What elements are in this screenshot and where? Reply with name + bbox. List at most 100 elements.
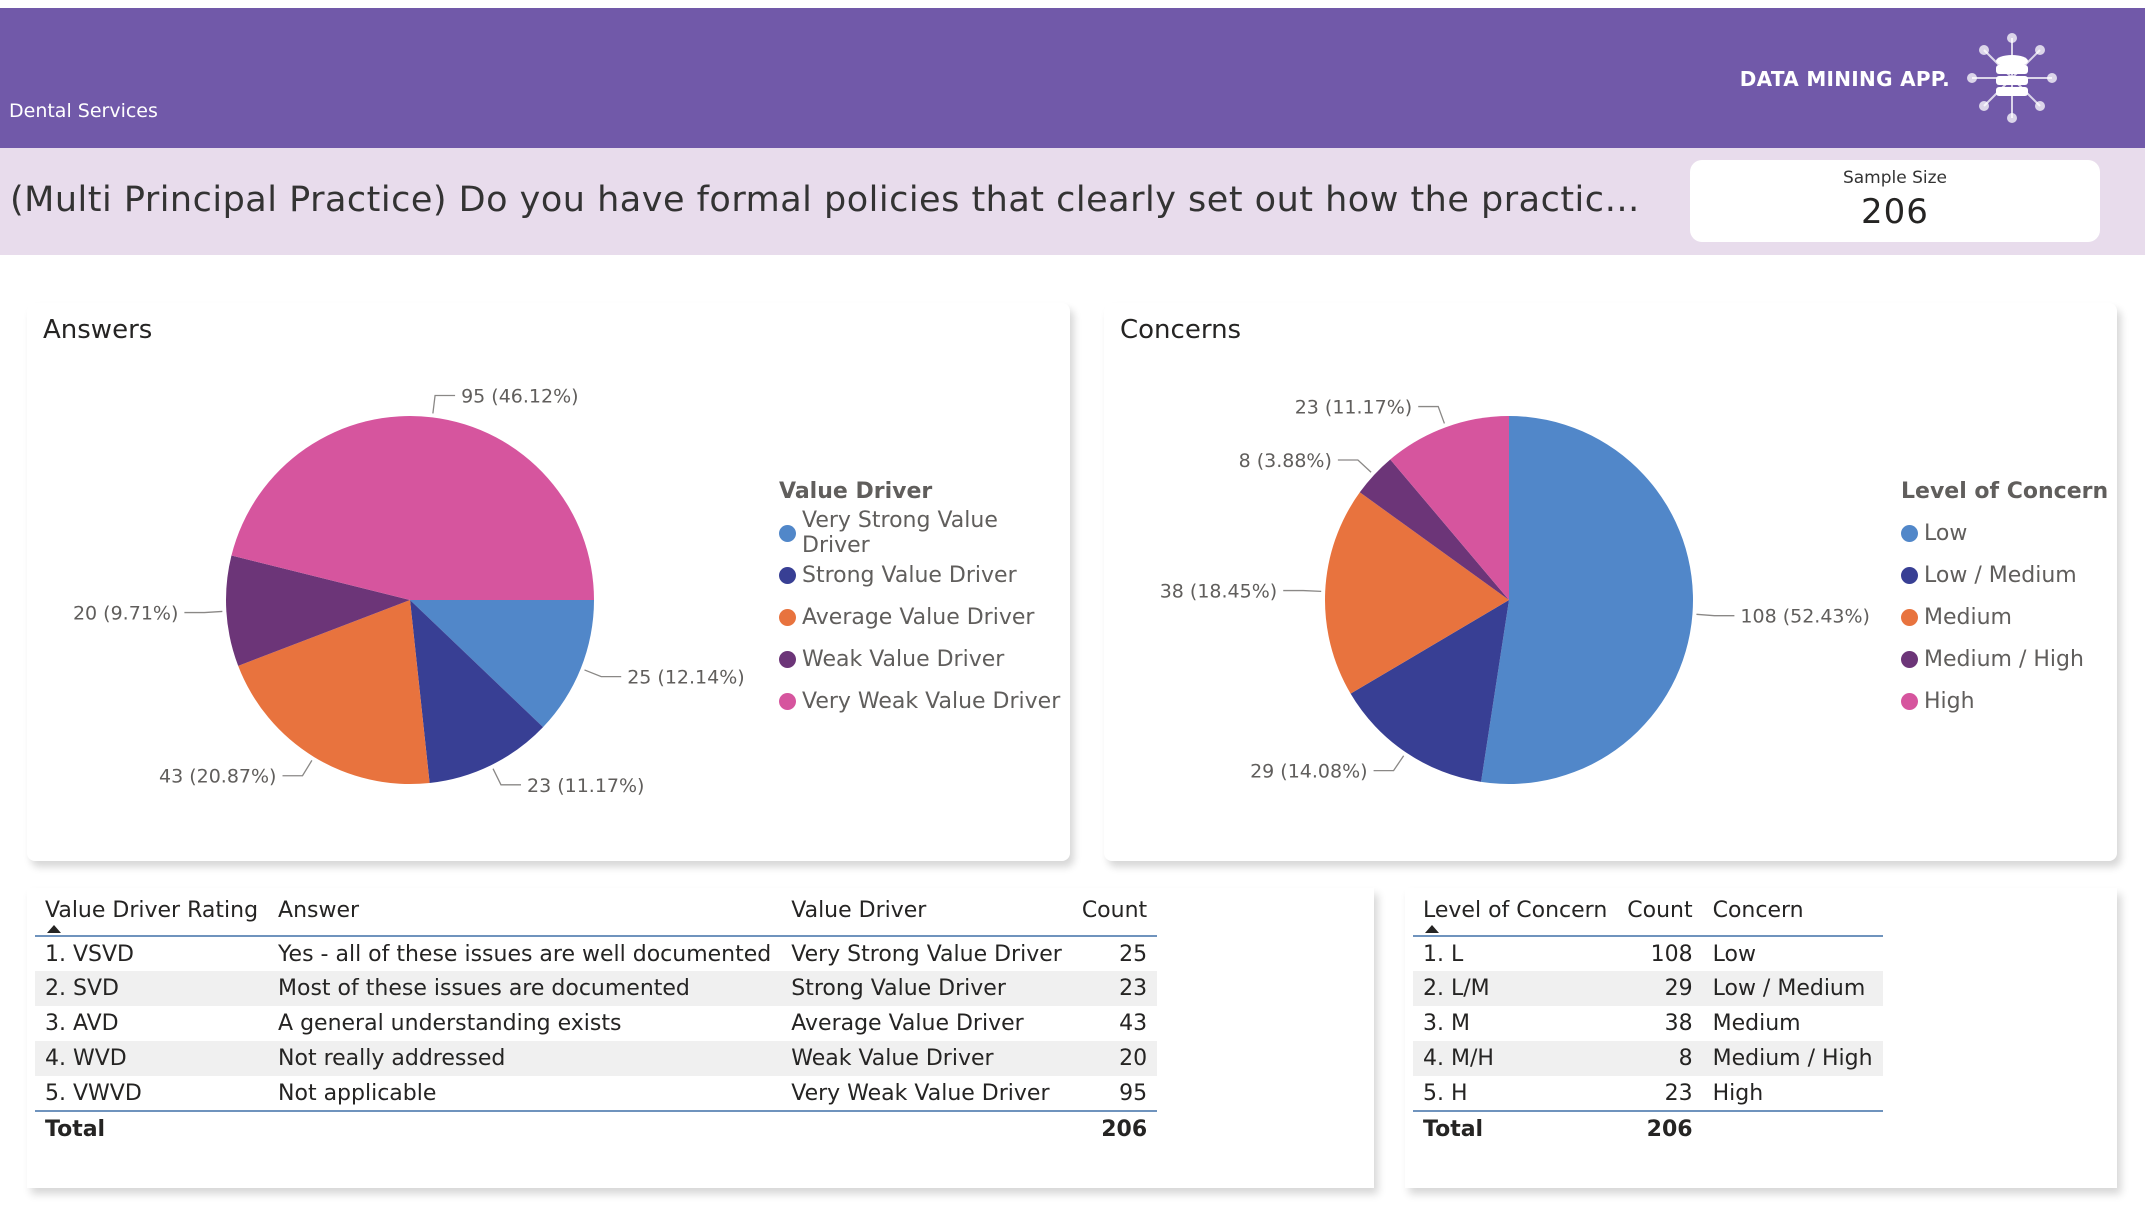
leader-line <box>184 610 223 614</box>
table-row[interactable]: 1. VSVD Yes - all of these issues are wel… <box>35 936 1157 971</box>
column-header-answer[interactable]: Answer <box>278 898 360 923</box>
column-header-count[interactable]: Count <box>1081 898 1148 923</box>
sample-size-card: Sample Size 206 <box>1690 160 2100 242</box>
header-bar <box>0 8 2145 148</box>
table-cell: 23 <box>1664 1080 1693 1106</box>
answers-chart-card[interactable]: Answers 25 (12.14%) 23 (11.17%) 43 (20.87%… <box>27 303 1070 861</box>
table-total-row: Total 206 <box>1413 1111 1883 1146</box>
leader-line <box>1337 459 1372 473</box>
table-cell <box>1703 1111 1883 1146</box>
legend-item-very-weak-value-driver[interactable]: Very Weak Value Driver <box>779 680 1070 722</box>
pie-slice-low[interactable] <box>1481 416 1693 784</box>
table-cell <box>268 1111 781 1146</box>
answers-chart-title: Answers <box>43 315 153 345</box>
table-cell: 23 <box>1119 976 1148 1001</box>
table-cell: Strong Value Driver <box>791 976 1006 1001</box>
leader-line <box>282 760 313 777</box>
legend-label: Average Value Driver <box>802 604 1035 630</box>
answers-legend: Value Driver Very Strong Value Driver Str… <box>779 479 1070 722</box>
legend-item-low-medium[interactable]: Low / Medium <box>1901 554 2108 596</box>
legend-item-weak-value-driver[interactable]: Weak Value Driver <box>779 638 1070 680</box>
pie-slice-weak-value-driver[interactable] <box>226 555 410 666</box>
data-label-low-medium: 29 (14.08%) <box>1250 761 1368 783</box>
table-cell: 5. VWVD <box>45 1080 142 1106</box>
pie-slice-strong-value-driver[interactable] <box>410 600 544 783</box>
data-label-very-strong-value-driver: 25 (12.14%) <box>627 667 745 689</box>
pie-slice-medium-high[interactable] <box>1359 459 1509 600</box>
leader-line <box>1418 405 1446 424</box>
legend-label: Very Weak Value Driver <box>802 688 1061 714</box>
legend-item-strong-value-driver[interactable]: Strong Value Driver <box>779 554 1070 596</box>
pie-slice-low-medium[interactable] <box>1350 600 1509 782</box>
leader-line <box>1283 589 1322 593</box>
table-cell: 38 <box>1664 1011 1693 1036</box>
section-name: Dental Services <box>9 100 158 122</box>
legend-dot-icon <box>1901 524 1918 542</box>
sort-ascending-icon[interactable] <box>1425 925 1439 933</box>
table-cell: 8 <box>1678 1046 1693 1071</box>
data-label-medium-high: 8 (3.88%) <box>1239 450 1332 472</box>
concerns-pie-chart[interactable]: 108 (52.43%) 29 (14.08%) 38 (18.45%) 8 (3.8… <box>1104 303 2117 861</box>
pie-slice-high[interactable] <box>1390 416 1509 600</box>
column-header-count[interactable]: Count <box>1627 898 1693 923</box>
legend-label: Low <box>1924 520 1968 546</box>
pie-slice-medium[interactable] <box>1325 492 1509 694</box>
table-cell: 2. SVD <box>45 976 119 1001</box>
data-label-strong-value-driver: 23 (11.17%) <box>527 775 645 797</box>
data-label-high: 23 (11.17%) <box>1295 397 1413 419</box>
data-label-weak-value-driver: 20 (9.71%) <box>73 603 178 625</box>
table-row[interactable]: 2. L/M 29 Low / Medium <box>1413 971 1883 1006</box>
legend-label: Weak Value Driver <box>802 646 1005 672</box>
table-row[interactable]: 3. AVD A general understanding exists Aver… <box>35 1006 1157 1041</box>
table-cell: Most of these issues are documented <box>278 976 690 1001</box>
table-header-row: Level of Concern Count Concern <box>1413 888 1883 936</box>
legend-item-medium-high[interactable]: Medium / High <box>1901 638 2108 680</box>
legend-item-high[interactable]: High <box>1901 680 2108 722</box>
answers-legend-title: Value Driver <box>779 479 933 504</box>
table-cell: A general understanding exists <box>278 1011 622 1036</box>
table-cell: Low <box>1712 941 1756 967</box>
column-header-value-driver[interactable]: Value Driver <box>791 898 927 923</box>
concern-table: Level of Concern Count Concern 1. L 108 Lo… <box>1413 888 1883 1146</box>
column-header-level-of-concern[interactable]: Level of Concern <box>1413 888 1617 936</box>
pie-slice-average-value-driver[interactable] <box>238 600 430 784</box>
table-row[interactable]: 4. M/H 8 Medium / High <box>1413 1041 1883 1076</box>
column-header-concern[interactable]: Concern <box>1712 898 1804 923</box>
table-cell: Yes - all of these issues are well docum… <box>278 941 772 967</box>
table-row[interactable]: 5. H 23 High <box>1413 1076 1883 1111</box>
concerns-chart-card[interactable]: Concerns 108 (52.43%) 29 (14.08%) 38 (18.4… <box>1104 303 2117 861</box>
table-cell: Medium / High <box>1712 1046 1873 1071</box>
legend-item-very-strong-value-driver[interactable]: Very Strong Value Driver <box>779 508 1070 558</box>
table-cell: 43 <box>1119 1011 1148 1036</box>
leader-line <box>1696 613 1735 617</box>
pie-slice-very-weak-value-driver[interactable] <box>231 416 595 600</box>
pie-slice-very-strong-value-driver[interactable] <box>410 600 594 728</box>
table-cell: 1. VSVD <box>45 941 134 967</box>
answers-pie-chart[interactable]: 25 (12.14%) 23 (11.17%) 43 (20.87%) 20 (9.7… <box>27 303 1070 861</box>
leader-line <box>492 768 521 786</box>
leader-line <box>584 669 622 678</box>
table-row[interactable]: 4. WVD Not really addressed Weak Value Dri… <box>35 1041 1158 1076</box>
sort-ascending-icon[interactable] <box>47 925 61 933</box>
column-header-rating[interactable]: Value Driver Rating <box>35 888 268 936</box>
value-driver-table: Value Driver Rating Answer Value Driver … <box>35 888 1158 1146</box>
table-row[interactable]: 3. M 38 Medium <box>1413 1006 1883 1041</box>
table-cell: High <box>1712 1080 1764 1106</box>
legend-label: Low / Medium <box>1924 562 2077 588</box>
sample-size-value: 206 <box>1861 192 1929 232</box>
concern-table-card: Level of Concern Count Concern 1. L 108 Lo… <box>1405 888 2117 1188</box>
leader-line <box>1373 755 1405 772</box>
legend-label: Medium <box>1924 604 2012 630</box>
legend-item-average-value-driver[interactable]: Average Value Driver <box>779 596 1070 638</box>
table-row[interactable]: 5. VWVD Not applicable Very Weak Value Dri… <box>35 1076 1157 1111</box>
legend-item-medium[interactable]: Medium <box>1901 596 2108 638</box>
table-row[interactable]: 1. L 108 Low <box>1413 936 1883 971</box>
table-row[interactable]: 2. SVD Most of these issues are documente… <box>35 971 1158 1006</box>
legend-item-low[interactable]: Low <box>1901 512 2108 554</box>
table-cell: 1. L <box>1423 941 1464 967</box>
legend-dot-icon <box>1901 650 1918 668</box>
legend-label: Medium / High <box>1924 646 2084 672</box>
table-cell: 108 <box>1650 941 1693 967</box>
data-label-medium: 38 (18.45%) <box>1160 581 1278 603</box>
total-value: 206 <box>1101 1116 1148 1142</box>
